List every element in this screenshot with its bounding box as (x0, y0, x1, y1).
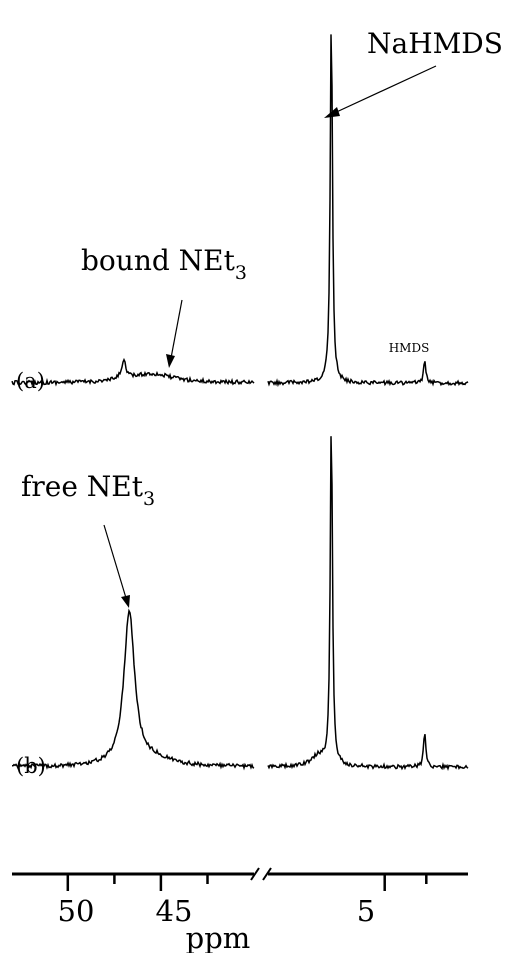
free-net3-arrow (103, 524, 127, 599)
bound-net3-subscript: 3 (235, 262, 247, 284)
spectrum-a-trace-left (11, 357, 255, 387)
spectrum-a-label: (a) (16, 369, 45, 393)
free-net3-subscript: 3 (143, 488, 155, 510)
spectrum-b-trace-left (12, 608, 255, 771)
axis-labels: 50 45 5 ppm (58, 894, 376, 953)
bound-net3-label-text: bound NEt (81, 244, 236, 277)
x-axis-title: ppm (186, 921, 251, 953)
bound-net3-arrow (170, 299, 183, 359)
spectra-traces (11, 34, 469, 772)
free-net3-arrowhead (121, 595, 130, 608)
x-tick-label-50: 50 (58, 894, 95, 928)
x-axis-ticks (66, 874, 428, 891)
x-tick-label-5: 5 (357, 894, 375, 928)
bound-net3-label: bound NEt3 (81, 244, 247, 284)
spectrum-b-trace-right (267, 436, 469, 772)
annotations: (a) (b) NaHMDS bound NEt3 HMDS free NEt3 (16, 27, 503, 778)
bound-net3-arrowhead (166, 354, 175, 368)
nahmds-arrow (329, 65, 437, 116)
free-net3-label: free NEt3 (21, 470, 155, 510)
nahmds-label: NaHMDS (367, 27, 503, 60)
free-net3-label-text: free NEt (21, 470, 144, 503)
nahmds-arrowhead (324, 107, 340, 118)
x-axis (12, 867, 468, 881)
axis-break-mark-right (262, 867, 272, 881)
axis-break-mark-left (250, 867, 260, 881)
x-tick-label-45: 45 (156, 894, 193, 928)
hmds-label: HMDS (389, 341, 430, 355)
spectrum-a-trace-right (267, 34, 469, 388)
spectrum-b-label: (b) (16, 754, 46, 778)
